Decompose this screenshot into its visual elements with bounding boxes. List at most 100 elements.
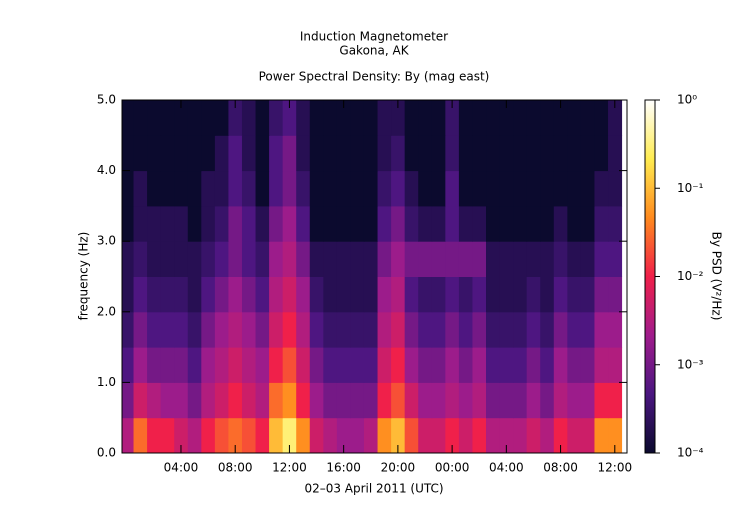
heatmap-cell	[147, 135, 162, 172]
heatmap-cell	[608, 417, 623, 453]
heatmap-cell	[214, 170, 229, 207]
heatmap-cell	[458, 170, 473, 207]
x-tick-label: 04:00	[164, 461, 199, 475]
heatmap-cell	[323, 347, 338, 383]
heatmap-cell	[553, 347, 568, 383]
heatmap-cell	[336, 347, 351, 383]
heatmap-cell	[255, 347, 270, 383]
heatmap-cell	[147, 276, 162, 313]
heatmap-cell	[187, 135, 202, 172]
colorbar-tick-label: 10⁻³	[677, 357, 704, 371]
heatmap-cell	[513, 241, 528, 277]
heatmap-cell	[336, 170, 351, 207]
x-tick-label: 16:00	[326, 461, 361, 475]
heatmap-cell	[187, 205, 202, 242]
heatmap-cell	[133, 100, 148, 136]
heatmap-cell	[323, 205, 338, 242]
heatmap-cell	[377, 417, 392, 453]
heatmap-cell	[350, 100, 365, 136]
heatmap-cell	[296, 170, 311, 207]
heatmap-cell	[363, 311, 379, 348]
heatmap-cell	[350, 347, 365, 383]
heatmap-cell	[526, 135, 541, 172]
heatmap-cell	[269, 241, 284, 277]
heatmap-cell	[580, 347, 595, 383]
heatmap-cell	[147, 241, 162, 277]
heatmap-cell	[269, 417, 284, 453]
heatmap-cell	[241, 417, 257, 453]
heatmap-cell	[404, 417, 419, 453]
heatmap-cell	[122, 170, 135, 207]
heatmap-cell	[282, 276, 297, 313]
heatmap-cell	[336, 205, 351, 242]
heatmap-cell	[350, 417, 365, 453]
heatmap-cell	[404, 241, 419, 277]
heatmap-cell	[594, 311, 609, 348]
x-tick-label: 12:00	[272, 461, 307, 475]
heatmap-cell	[594, 170, 609, 207]
heatmap-cell	[174, 382, 189, 419]
heatmap-cell	[513, 311, 528, 348]
heatmap-cell	[323, 135, 338, 172]
heatmap-cell	[391, 241, 406, 277]
heatmap-cell	[540, 100, 555, 136]
heatmap-cell	[282, 241, 297, 277]
heatmap-cell	[594, 241, 609, 277]
heatmap-cell	[499, 417, 514, 453]
heatmap-cell	[228, 276, 243, 313]
heatmap-cell	[472, 276, 487, 313]
heatmap-cell	[553, 205, 568, 242]
x-tick-label: 04:00	[489, 461, 524, 475]
heatmap-cell	[486, 276, 501, 313]
heatmap-cell	[160, 205, 175, 242]
y-tick-label: 4.0	[97, 163, 116, 177]
heatmap-cell	[431, 205, 446, 242]
heatmap-cell	[499, 382, 514, 419]
heatmap-cell	[418, 135, 433, 172]
heatmap-cell	[431, 135, 446, 172]
heatmap-cell	[513, 100, 528, 136]
plot-title: Power Spectral Density: By (mag east)	[259, 70, 490, 84]
heatmap-cell	[122, 382, 135, 419]
heatmap-cell	[458, 241, 473, 277]
heatmap-cell	[363, 382, 379, 419]
heatmap-cell	[122, 347, 135, 383]
heatmap-cell	[187, 276, 202, 313]
heatmap-cell	[336, 135, 351, 172]
heatmap-cell	[540, 417, 555, 453]
y-tick-label: 1.0	[97, 375, 116, 389]
heatmap-cell	[377, 170, 392, 207]
heatmap-cell	[228, 205, 243, 242]
heatmap-cell	[540, 347, 555, 383]
heatmap-cell	[458, 417, 473, 453]
heatmap-cell	[296, 100, 311, 136]
heatmap-cell	[214, 100, 229, 136]
heatmap-cell	[309, 241, 324, 277]
heatmap-cell	[458, 382, 473, 419]
heatmap-cell	[269, 347, 284, 383]
heatmap-cell	[445, 205, 460, 242]
heatmap-cell	[418, 170, 433, 207]
y-tick-label: 0.0	[97, 446, 116, 460]
heatmap-cell	[336, 311, 351, 348]
y-tick-label: 2.0	[97, 304, 116, 318]
heatmap-cell	[228, 135, 243, 172]
heatmap-cell	[580, 100, 595, 136]
heatmap-cell	[391, 135, 406, 172]
heatmap-cell	[445, 135, 460, 172]
heatmap-cell	[445, 170, 460, 207]
y-tick-label: 5.0	[97, 93, 116, 107]
heatmap-cell	[472, 135, 487, 172]
heatmap-cell	[431, 347, 446, 383]
heatmap-cell	[458, 311, 473, 348]
heatmap-cell	[526, 241, 541, 277]
heatmap-cell	[241, 311, 257, 348]
heatmap-cell	[608, 135, 623, 172]
heatmap-cell	[133, 311, 148, 348]
heatmap-cell	[160, 241, 175, 277]
heatmap-cell	[269, 311, 284, 348]
heatmap-cell	[228, 382, 243, 419]
heatmap-cell	[513, 205, 528, 242]
heatmap-cell	[255, 170, 270, 207]
